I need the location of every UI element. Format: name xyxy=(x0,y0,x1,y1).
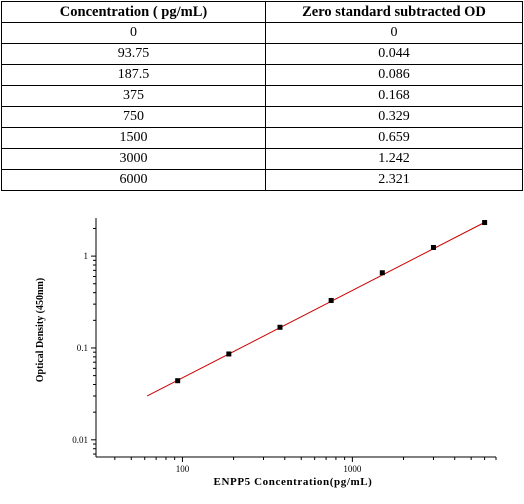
table-header-row: Concentration ( pg/mL) Zero standard sub… xyxy=(1,1,523,23)
x-tick-label: 1000 xyxy=(343,464,362,474)
concentration-cell: 3000 xyxy=(1,148,266,170)
data-point xyxy=(482,220,488,226)
concentration-cell: 187.5 xyxy=(1,64,266,86)
y-axis-label: Optical Density (450nm) xyxy=(35,278,46,382)
table-row: 3000 1.242 xyxy=(1,148,523,170)
data-point xyxy=(226,351,232,357)
od-cell: 1.242 xyxy=(265,148,523,170)
data-point xyxy=(328,297,334,303)
y-tick-label: 1 xyxy=(84,251,89,261)
od-cell: 0.329 xyxy=(265,106,523,128)
fit-line xyxy=(146,221,485,397)
header-concentration: Concentration ( pg/mL) xyxy=(1,1,266,23)
axis-labels: ENPP5 Concentration(pg/mL) Optical Densi… xyxy=(35,278,372,488)
data-point xyxy=(430,244,436,250)
chart-axes: 100 1000 0.01 0.1 1 xyxy=(72,218,497,474)
table-row: 750 0.329 xyxy=(1,106,523,128)
od-cell: 0.659 xyxy=(265,127,523,149)
od-cell: 2.321 xyxy=(265,169,523,191)
od-cell: 0.044 xyxy=(265,43,523,65)
data-point xyxy=(175,378,181,384)
concentration-cell: 750 xyxy=(1,106,266,128)
y-tick-label: 0.01 xyxy=(72,435,88,445)
table-row: 1500 0.659 xyxy=(1,127,523,149)
table-row: 375 0.168 xyxy=(1,85,523,107)
concentration-cell: 1500 xyxy=(1,127,266,149)
x-axis-label: ENPP5 Concentration(pg/mL) xyxy=(214,476,373,488)
concentration-cell: 375 xyxy=(1,85,266,107)
data-point xyxy=(277,324,283,330)
concentration-cell: 0 xyxy=(1,22,266,44)
data-points xyxy=(175,220,488,384)
data-point xyxy=(379,270,385,276)
header-od: Zero standard subtracted OD xyxy=(265,1,523,23)
od-cell: 0 xyxy=(265,22,523,44)
od-cell: 0.086 xyxy=(265,64,523,86)
table-row: 187.5 0.086 xyxy=(1,64,523,86)
concentration-cell: 93.75 xyxy=(1,43,266,65)
data-table: Concentration ( pg/mL) Zero standard sub… xyxy=(1,1,523,191)
table-row: 93.75 0.044 xyxy=(1,43,523,65)
table-row: 0 0 xyxy=(1,22,523,44)
table-row: 6000 2.321 xyxy=(1,169,523,191)
standard-curve-chart: 100 1000 0.01 0.1 1 ENPP5 Concentration(pg/m… xyxy=(35,218,497,488)
x-tick-label: 100 xyxy=(176,464,190,474)
fit-line-group xyxy=(146,221,485,397)
od-cell: 0.168 xyxy=(265,85,523,107)
concentration-cell: 6000 xyxy=(1,169,266,191)
y-tick-label: 0.1 xyxy=(77,343,88,353)
